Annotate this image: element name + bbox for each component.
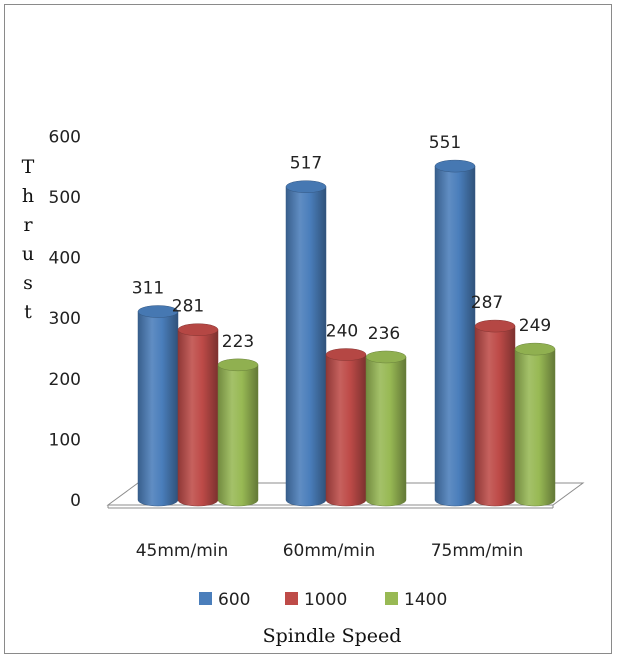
bar-top (137, 305, 179, 318)
bar-body (177, 329, 219, 507)
y-tick-label: 100 (49, 430, 81, 450)
legend-swatch (285, 592, 298, 605)
data-label: 281 (172, 297, 204, 317)
legend-swatch (199, 592, 212, 605)
bar-body (474, 325, 516, 507)
data-label: 311 (132, 279, 164, 299)
bar-600-2 (434, 159, 476, 507)
bar-top (365, 350, 407, 364)
data-label: 551 (429, 133, 461, 153)
data-label: 236 (368, 324, 400, 344)
bar-body (434, 165, 476, 507)
y-axis-title-char: t (24, 301, 32, 323)
bar-body (285, 186, 327, 507)
legend-item-1000: 1000 (285, 590, 347, 610)
bar-600-1 (285, 180, 327, 507)
legend-swatch (385, 592, 398, 605)
legend-label: 1000 (304, 590, 347, 610)
y-axis-title-char: s (23, 272, 33, 294)
legend-label: 1400 (404, 590, 447, 610)
bar-top (177, 323, 219, 336)
data-label: 223 (222, 332, 254, 352)
y-tick-label: 300 (49, 309, 81, 329)
bar-1000-1 (325, 348, 367, 507)
bar-top (514, 342, 556, 356)
category-label: 60mm/min (283, 541, 376, 561)
y-tick-label: 600 (49, 127, 81, 147)
bar-1400-2 (514, 342, 556, 507)
bar-1400-1 (365, 350, 407, 507)
legend-item-600: 600 (199, 590, 250, 610)
data-label: 517 (290, 154, 322, 174)
y-axis-title-char: r (23, 214, 33, 236)
bar-body (217, 364, 259, 507)
category-label: 75mm/min (431, 541, 524, 561)
bar-top (434, 159, 476, 173)
bar-body (325, 354, 367, 507)
y-axis-title-char: T (22, 156, 35, 178)
bar-body (365, 356, 407, 507)
y-tick-label: 400 (49, 249, 81, 269)
bar-body (137, 311, 179, 507)
data-label: 249 (519, 316, 551, 336)
y-axis-title-char: h (22, 185, 34, 207)
data-label: 240 (326, 322, 358, 342)
x-axis-title: Spindle Speed (263, 625, 402, 647)
y-tick-label: 500 (49, 188, 81, 208)
bar-1400-0 (217, 358, 259, 507)
bar-1000-0 (177, 323, 219, 507)
y-tick-label: 0 (70, 491, 81, 511)
bar-600-0 (137, 305, 179, 507)
y-axis-title-char: u (22, 243, 34, 265)
y-tick-label: 200 (49, 370, 81, 390)
category-label: 45mm/min (136, 541, 229, 561)
bar-body (514, 348, 556, 507)
bar-top (217, 358, 259, 372)
bar-top (325, 348, 367, 361)
bar-top (285, 180, 327, 193)
bar-top (474, 319, 516, 333)
legend-item-1400: 1400 (385, 590, 447, 610)
data-label: 287 (471, 293, 503, 313)
legend-label: 600 (218, 590, 250, 610)
bar-1000-2 (474, 319, 516, 507)
